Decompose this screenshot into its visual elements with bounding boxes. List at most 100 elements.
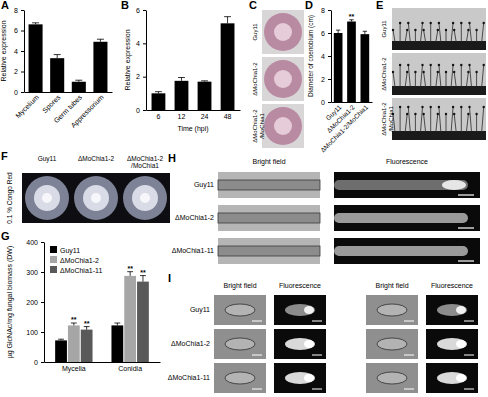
y-tick: 300 xyxy=(26,269,44,276)
image-background xyxy=(392,98,486,140)
hypha xyxy=(476,30,477,42)
hypha xyxy=(446,72,447,87)
hypha-tip xyxy=(438,64,440,66)
colony-center xyxy=(274,70,292,88)
conidium-tip xyxy=(456,374,466,382)
scale-bar xyxy=(404,321,414,322)
panel-letter: E xyxy=(376,0,383,11)
label: ΔMoChia1-2 xyxy=(175,214,214,221)
error-bar xyxy=(224,17,231,24)
axis-line xyxy=(332,102,373,103)
label: Guy11 xyxy=(381,20,387,38)
hypha-tip xyxy=(414,71,416,73)
y-tick: 6 xyxy=(136,7,146,14)
significance-label: ** xyxy=(71,316,77,323)
hypha xyxy=(405,72,407,87)
colony xyxy=(264,107,302,145)
error-bar xyxy=(54,55,61,59)
hypha xyxy=(446,30,447,42)
hypha xyxy=(451,107,453,132)
label: ΔMoChia1-2 xyxy=(381,57,387,91)
label-line: ΔMoChia1-2 xyxy=(252,109,258,143)
hypha-tip xyxy=(399,106,401,108)
hypha xyxy=(415,114,416,132)
hypha-tip xyxy=(399,22,401,24)
bar xyxy=(175,81,189,110)
hypha-tip-fluorescent xyxy=(442,180,466,190)
bar xyxy=(93,42,107,92)
hypha xyxy=(415,30,416,42)
legend-label: Guy11 xyxy=(60,247,80,255)
hypha-tip xyxy=(430,22,432,24)
hypha-tip xyxy=(468,106,470,108)
scale-bar xyxy=(252,389,262,390)
hypha xyxy=(400,23,401,42)
tick-mark xyxy=(41,332,44,333)
conidium-tip xyxy=(304,306,314,314)
error-bar xyxy=(75,80,82,82)
tick-mark xyxy=(143,110,146,111)
hypha xyxy=(436,114,438,132)
hypha-tip xyxy=(414,113,416,115)
plot-area xyxy=(152,17,235,110)
legend-swatch xyxy=(50,266,57,273)
label: Fluorescence xyxy=(279,282,321,289)
tick-label: 200 xyxy=(26,299,38,306)
label: Bright field xyxy=(252,158,285,166)
tick-mark xyxy=(328,56,331,57)
image-background xyxy=(392,8,486,50)
x-axis-title: Time (hpi) xyxy=(177,125,208,133)
y-tick: 4 xyxy=(136,40,146,47)
hypha xyxy=(470,107,472,132)
tick-mark xyxy=(328,33,331,34)
tick-label: 24 xyxy=(201,113,209,120)
tick-label: 12 xyxy=(178,113,186,120)
fluorescence-image xyxy=(426,329,478,359)
y-tick: 2 xyxy=(321,76,331,83)
y-tick: 4 xyxy=(321,53,331,60)
hypha-tip xyxy=(407,64,409,66)
legend-label: ΔMoChia1-11 xyxy=(60,267,102,274)
scale-bar xyxy=(252,321,262,322)
hypha xyxy=(436,30,438,42)
y-tick: 6 xyxy=(14,27,24,34)
y-tick: 200 xyxy=(26,299,44,306)
axis-line xyxy=(24,11,25,93)
scale-bar xyxy=(458,194,474,195)
y-axis: 02468 xyxy=(321,7,331,106)
legend-swatch xyxy=(50,256,57,263)
y-tick: 8 xyxy=(321,7,331,14)
hypha-tip xyxy=(445,71,447,73)
axis-line xyxy=(45,362,161,363)
bar xyxy=(361,34,370,102)
x-tick: Mycelia xyxy=(62,362,86,373)
scale-bar xyxy=(458,260,474,261)
bar xyxy=(55,340,67,362)
x-tick: ΔMoChia1-2/MoChia1 xyxy=(319,102,369,154)
y-tick: 400 xyxy=(26,239,44,246)
scale-bar xyxy=(458,227,474,228)
hypha-tip xyxy=(467,113,469,115)
fluorescence-image xyxy=(274,329,326,359)
hypha-tip xyxy=(406,71,408,73)
panel-conidia: Bright fieldFluorescenceBright fieldFluo… xyxy=(168,282,478,393)
hypha-tip xyxy=(437,71,439,73)
error-bar xyxy=(58,339,64,340)
x-axis: 6122448 xyxy=(147,110,241,120)
hypha xyxy=(476,114,477,132)
colony-core xyxy=(91,193,101,203)
y-tick: 8 xyxy=(14,7,24,14)
hypha-tip xyxy=(468,22,470,24)
tick-label: ΔMoChia1-2/MoChia1 xyxy=(319,103,369,153)
y-axis: 0100200300400 xyxy=(26,239,44,366)
hypha xyxy=(408,65,410,87)
bar xyxy=(72,82,86,92)
image-background xyxy=(262,10,304,54)
tick-label: 4 xyxy=(321,53,325,60)
label: ΔMoChia1-11 xyxy=(168,374,210,381)
hypha xyxy=(408,107,410,132)
bar-chart: 02468MyceliumSporesGerm tubesAppressoriu… xyxy=(0,7,113,130)
error-bar xyxy=(32,23,39,25)
conidium-tip xyxy=(456,340,466,348)
colony xyxy=(264,13,302,51)
